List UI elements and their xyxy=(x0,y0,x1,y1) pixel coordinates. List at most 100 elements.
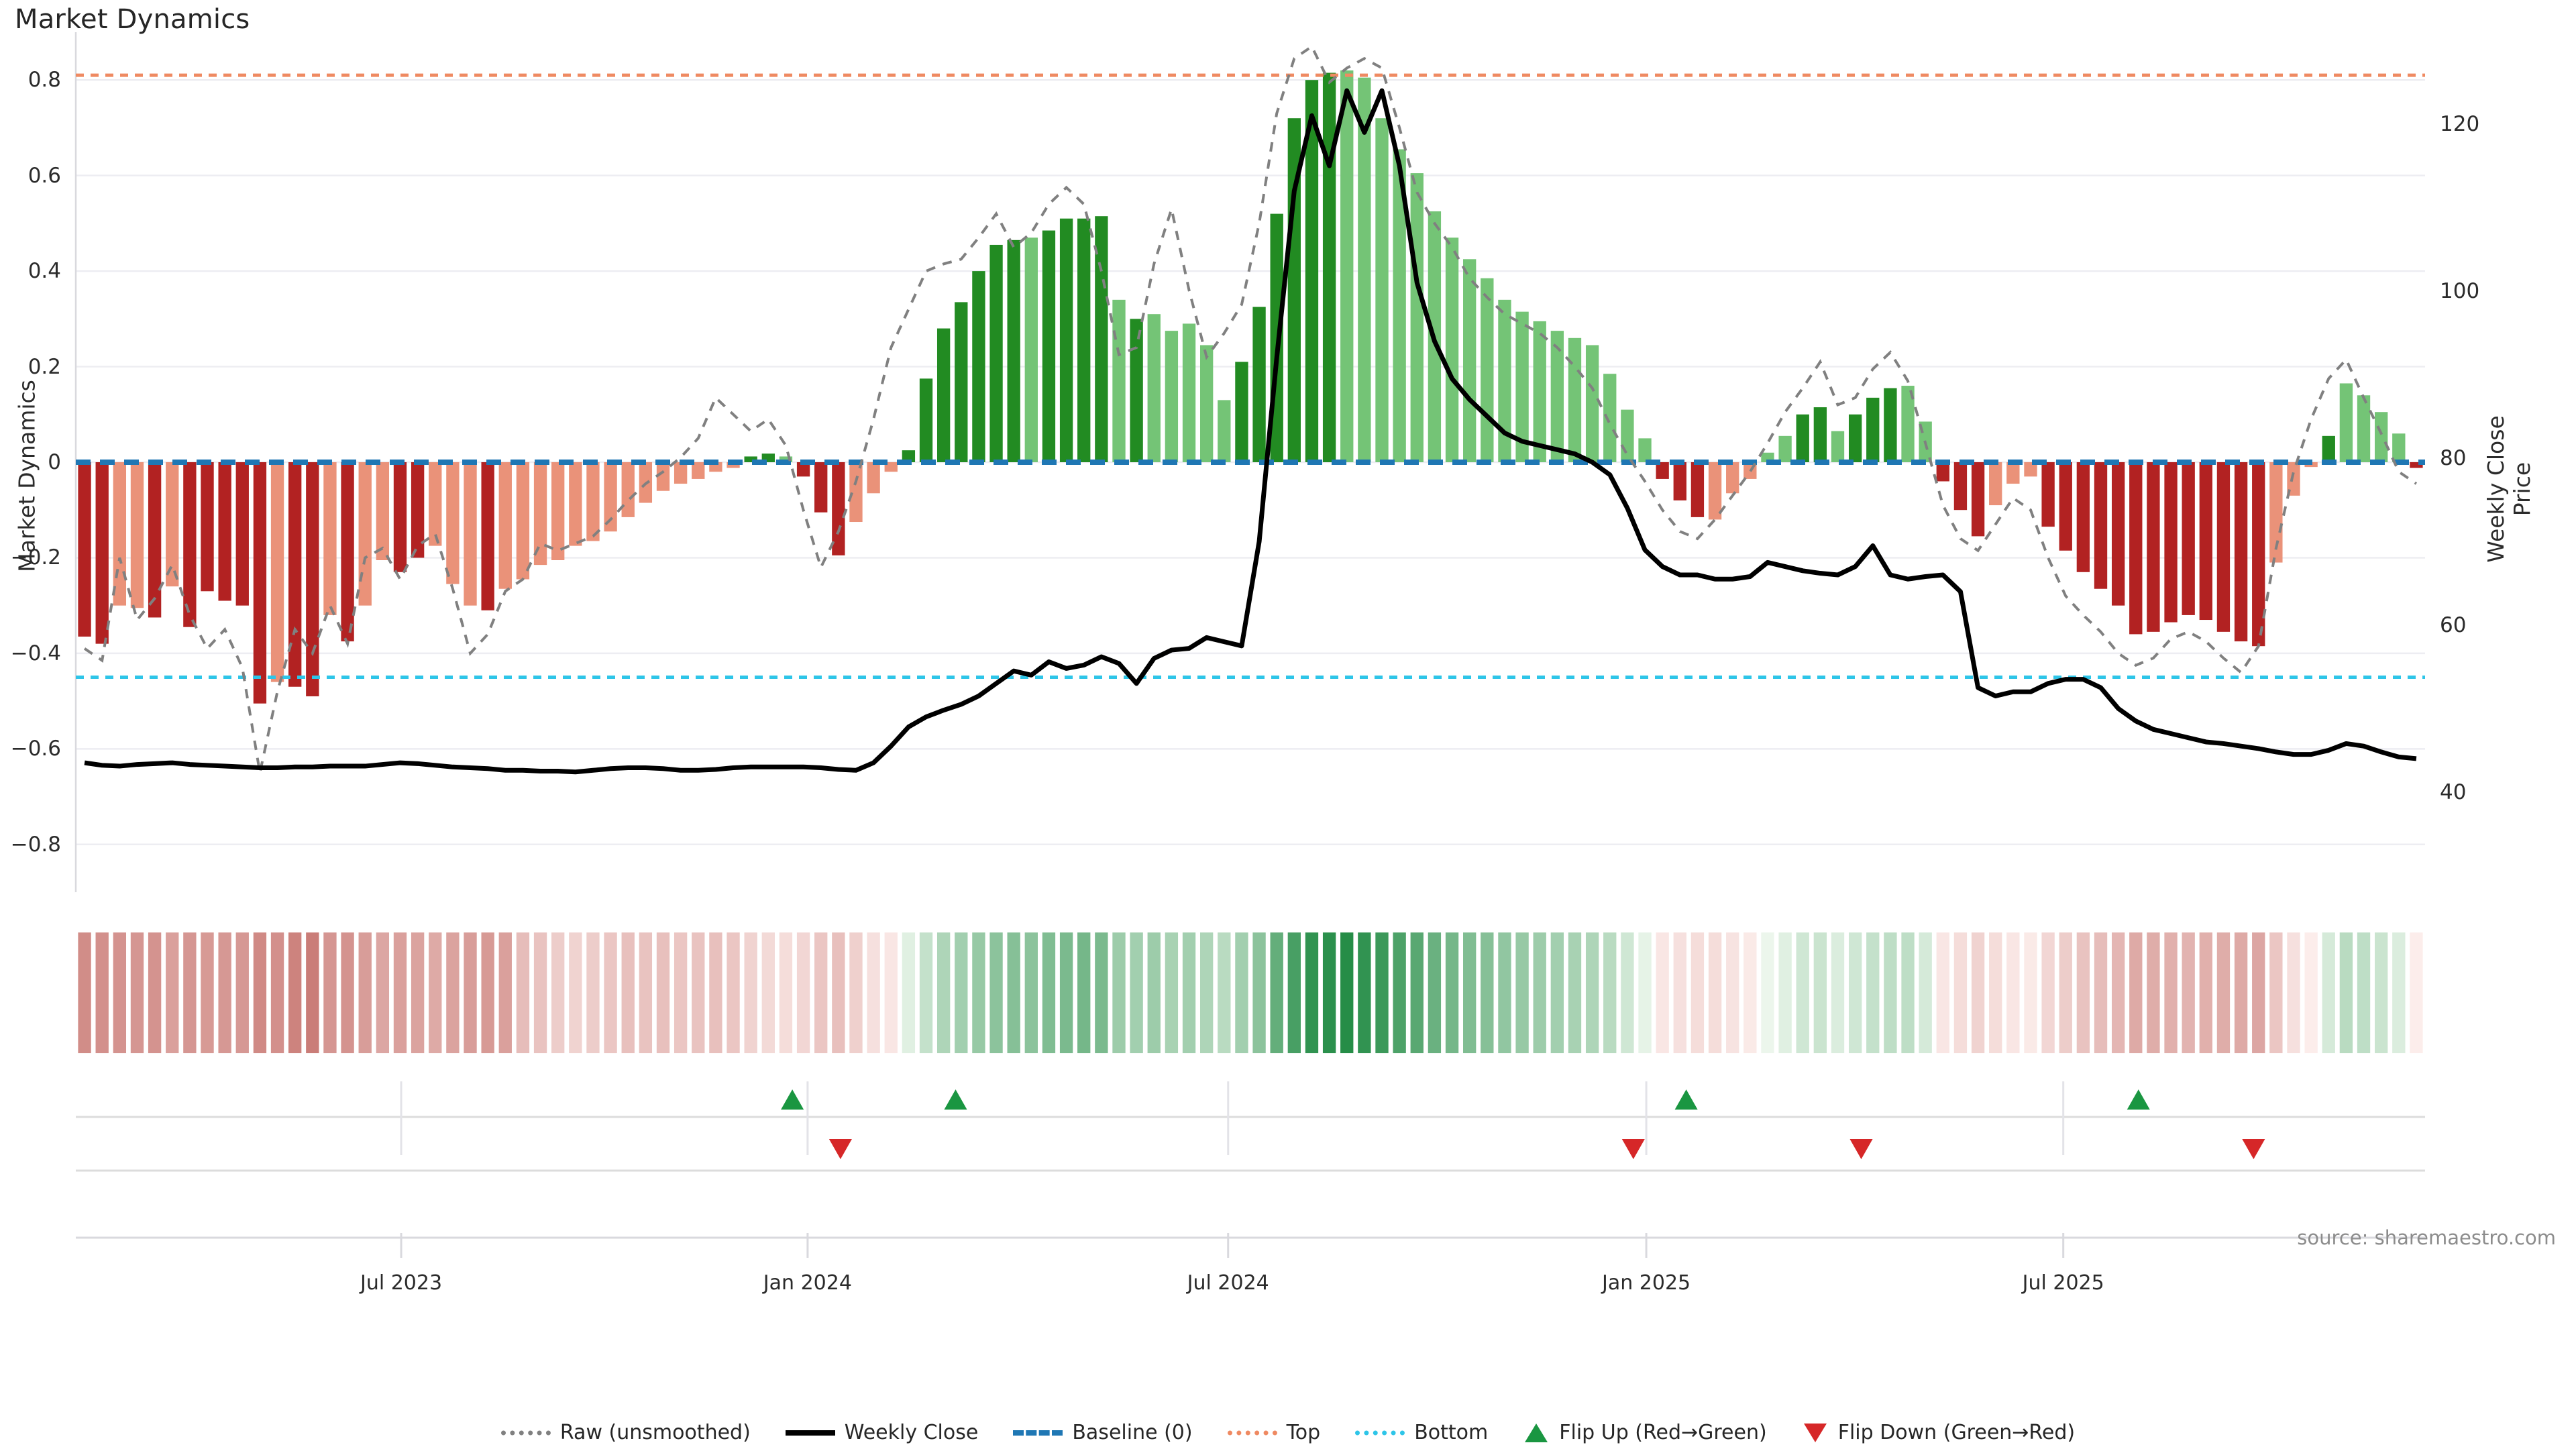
chart-bar xyxy=(2024,462,2037,477)
heatmap-cell xyxy=(1515,932,1529,1053)
chart-bar xyxy=(2269,462,2283,563)
flip-up-marker[interactable] xyxy=(1674,1089,1698,1110)
chart-bar xyxy=(2059,462,2072,551)
heatmap-cell xyxy=(288,932,302,1053)
heatmap-cell xyxy=(1953,932,1968,1053)
legend-item-raw-unsmoothed[interactable]: Raw (unsmoothed) xyxy=(500,1421,751,1444)
legend-line-icon xyxy=(1355,1424,1405,1442)
heatmap-cell xyxy=(955,932,968,1053)
heatmap-cell xyxy=(533,932,547,1053)
chart-bar xyxy=(1305,80,1319,462)
heatmap-cell xyxy=(78,932,91,1053)
y-tick-right: 100 xyxy=(2440,278,2480,303)
chart-bar xyxy=(586,462,600,541)
chart-bar xyxy=(2234,462,2248,642)
chart-bar xyxy=(1796,414,1809,462)
chart-bar xyxy=(989,244,1003,462)
heatmap-cell xyxy=(1130,932,1143,1053)
heatmap-cell xyxy=(1708,932,1722,1053)
heatmap-cell xyxy=(709,932,722,1053)
heatmap-cell xyxy=(429,932,442,1053)
chart-bar xyxy=(2252,462,2265,647)
x-tick-label: Jul 2023 xyxy=(360,1271,443,1295)
chart-bar xyxy=(1112,299,1126,462)
heatmap-cell xyxy=(1007,932,1020,1053)
heatmap-cell xyxy=(358,932,372,1053)
heatmap-cell xyxy=(2076,932,2090,1053)
chart-bar xyxy=(288,462,302,687)
heatmap-cell xyxy=(1656,932,1669,1053)
heatmap-cell xyxy=(1024,932,1038,1053)
heatmap-cell xyxy=(2252,932,2265,1053)
chart-bar xyxy=(621,462,635,517)
heatmap-cell xyxy=(1638,932,1652,1053)
flip-up-marker[interactable] xyxy=(2127,1089,2150,1110)
legend-label: Bottom xyxy=(1414,1421,1489,1444)
heatmap-cell xyxy=(498,932,512,1053)
legend-line-sample xyxy=(1013,1430,1063,1436)
heatmap-cell xyxy=(2164,932,2178,1053)
y-tick-right: 120 xyxy=(2440,111,2480,136)
chart-bar xyxy=(1199,345,1214,462)
flip-up-marker[interactable] xyxy=(944,1089,967,1110)
chart-bar xyxy=(1218,400,1231,462)
heatmap-cell xyxy=(1340,932,1354,1053)
heatmap-cell xyxy=(972,932,985,1053)
heatmap-cell xyxy=(1199,932,1214,1053)
chart-bar xyxy=(2094,462,2108,589)
chart-bar xyxy=(1953,462,1968,511)
heatmap-cell xyxy=(779,932,793,1053)
legend-line-icon xyxy=(1227,1424,1277,1442)
chart-bar xyxy=(148,462,162,618)
heatmap-cell xyxy=(744,932,757,1053)
legend-item-top[interactable]: Top xyxy=(1227,1421,1320,1444)
heatmap-cell xyxy=(1866,932,1880,1053)
chart-bar xyxy=(358,462,372,606)
heatmap-cell xyxy=(1813,932,1827,1053)
y-tick-left: 0.2 xyxy=(28,354,61,379)
legend-item-weekly-close[interactable]: Weekly Close xyxy=(785,1421,978,1444)
legend-line-sample xyxy=(1227,1430,1277,1435)
heatmap-cell xyxy=(1428,932,1442,1053)
legend-item-bottom[interactable]: Bottom xyxy=(1355,1421,1488,1444)
y-tick-right: 60 xyxy=(2440,612,2467,637)
x-tick-label: Jan 2024 xyxy=(763,1271,852,1295)
y-tick-left: −0.6 xyxy=(10,737,61,761)
legend-item-flip-down[interactable]: Flip Down (Green→Red) xyxy=(1802,1421,2075,1444)
heatmap-cell xyxy=(95,932,109,1053)
heatmap-cell xyxy=(1761,932,1774,1053)
flip-down-marker[interactable] xyxy=(1621,1139,1645,1159)
heatmap-cell xyxy=(1936,932,1949,1053)
heatmap-cell xyxy=(411,932,425,1053)
heatmap-cell xyxy=(727,932,740,1053)
heatmap-cell xyxy=(674,932,688,1053)
legend-item-flip-up[interactable]: Flip Up (Red→Green) xyxy=(1523,1421,1767,1444)
legend-item-baseline-zero[interactable]: Baseline (0) xyxy=(1013,1421,1193,1444)
flip-down-marker[interactable] xyxy=(2242,1139,2265,1159)
heatmap-cell xyxy=(639,932,653,1053)
chart-bar xyxy=(516,462,530,580)
flip-up-marker[interactable] xyxy=(781,1089,804,1110)
flip-down-marker[interactable] xyxy=(828,1139,852,1159)
flip-up-icon xyxy=(1523,1423,1550,1442)
chart-bar xyxy=(95,462,109,644)
heatmap-cell xyxy=(1971,932,1985,1053)
heatmap-cell xyxy=(481,932,494,1053)
chart-legend: Raw (unsmoothed) Weekly Close Baseline (0)… xyxy=(0,1421,2576,1444)
heatmap-cell xyxy=(989,932,1003,1053)
heatmap-cell xyxy=(235,932,249,1053)
heatmap-cell xyxy=(1690,932,1705,1053)
heatmap-cell xyxy=(1270,932,1283,1053)
heatmap-cell xyxy=(1796,932,1809,1053)
heatmap-cell xyxy=(814,932,828,1053)
flip-down-marker[interactable] xyxy=(1849,1139,1873,1159)
heatmap-cell xyxy=(306,932,319,1053)
chart-bar xyxy=(1252,307,1266,462)
heatmap-cell xyxy=(1393,932,1406,1053)
chart-bar xyxy=(1322,72,1336,463)
heatmap-cell xyxy=(1410,932,1424,1053)
chart-bar xyxy=(1024,237,1038,462)
heatmap-cell xyxy=(1726,932,1739,1053)
heatmap-cell xyxy=(1884,932,1897,1053)
chart-bar xyxy=(2357,395,2371,462)
